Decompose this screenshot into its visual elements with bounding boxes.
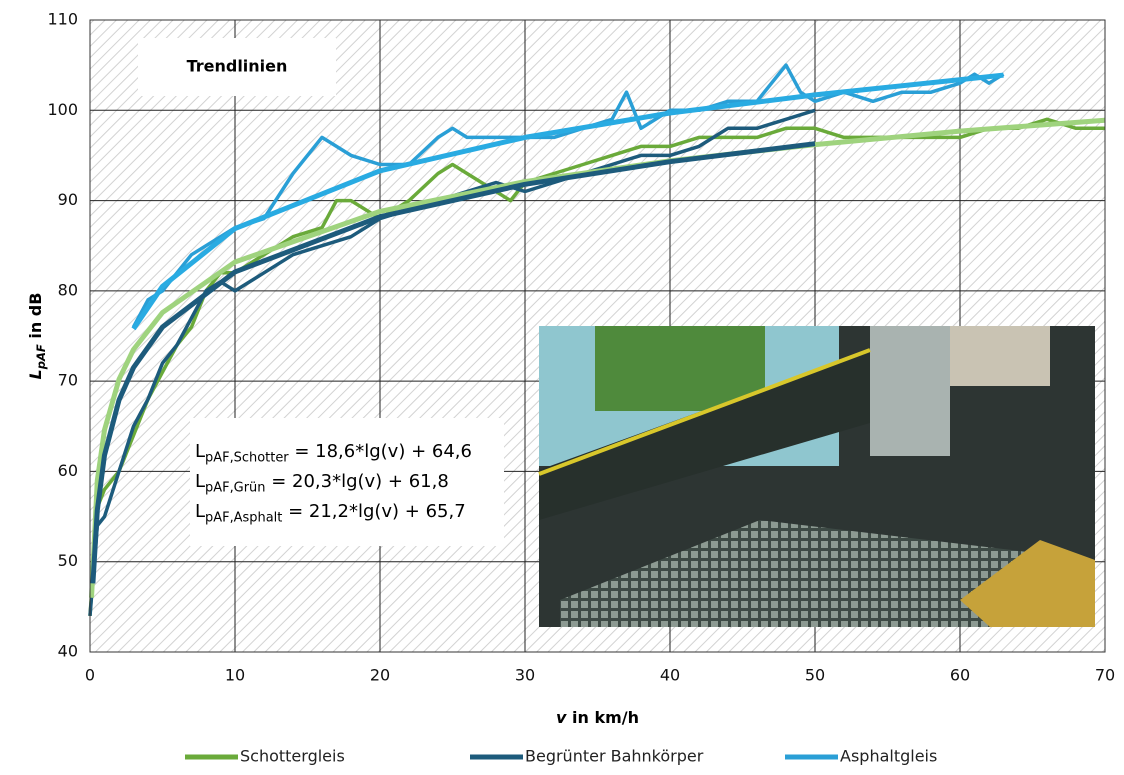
subscript: pAF,Grün bbox=[205, 480, 265, 495]
chart: Trendlinien 0 10 20 30 40 50 60 70 40 50 60 70 80 90 1… bbox=[0, 0, 1124, 771]
y-axis-label: LpAF in dB bbox=[26, 293, 48, 380]
x-tick-label: 70 bbox=[1095, 666, 1115, 685]
x-tick-label: 50 bbox=[805, 666, 825, 685]
text: L bbox=[195, 441, 205, 462]
text: = 20,3*lg(v) + 61,8 bbox=[265, 471, 448, 492]
y-tick-label: 40 bbox=[58, 642, 78, 661]
text: v bbox=[556, 708, 567, 727]
text: L bbox=[195, 501, 205, 522]
legend-label: Schottergleis bbox=[240, 747, 345, 766]
y-tick-label: 90 bbox=[58, 190, 78, 209]
legend-label: Begrünter Bahnkörper bbox=[525, 747, 704, 766]
text: = 21,2*lg(v) + 65,7 bbox=[282, 501, 465, 522]
x-tick-label: 20 bbox=[370, 666, 390, 685]
x-tick-label: 30 bbox=[515, 666, 535, 685]
subscript: pAF,Asphalt bbox=[205, 510, 282, 525]
subscript: pAF,Schotter bbox=[205, 450, 289, 465]
x-tick-label: 0 bbox=[85, 666, 95, 685]
box-title: Trendlinien bbox=[187, 57, 288, 76]
x-tick-label: 60 bbox=[950, 666, 970, 685]
x-axis-label: v in km/h bbox=[556, 708, 639, 727]
y-tick-label: 110 bbox=[47, 10, 78, 29]
y-tick-label: 60 bbox=[58, 461, 78, 480]
y-tick-label: 50 bbox=[58, 551, 78, 570]
y-tick-label: 100 bbox=[47, 100, 78, 119]
text: L bbox=[195, 471, 205, 492]
text: in dB bbox=[26, 293, 45, 345]
x-tick-label: 10 bbox=[225, 666, 245, 685]
photo bbox=[539, 326, 1095, 627]
text: in km/h bbox=[566, 708, 639, 727]
text: L bbox=[26, 369, 45, 379]
text: = 18,6*lg(v) + 64,6 bbox=[289, 441, 472, 462]
y-tick-label: 80 bbox=[58, 280, 78, 299]
legend-label: Asphaltgleis bbox=[840, 747, 937, 766]
x-tick-label: 40 bbox=[660, 666, 680, 685]
subscript: pAF bbox=[33, 344, 47, 370]
y-tick-label: 70 bbox=[58, 371, 78, 390]
